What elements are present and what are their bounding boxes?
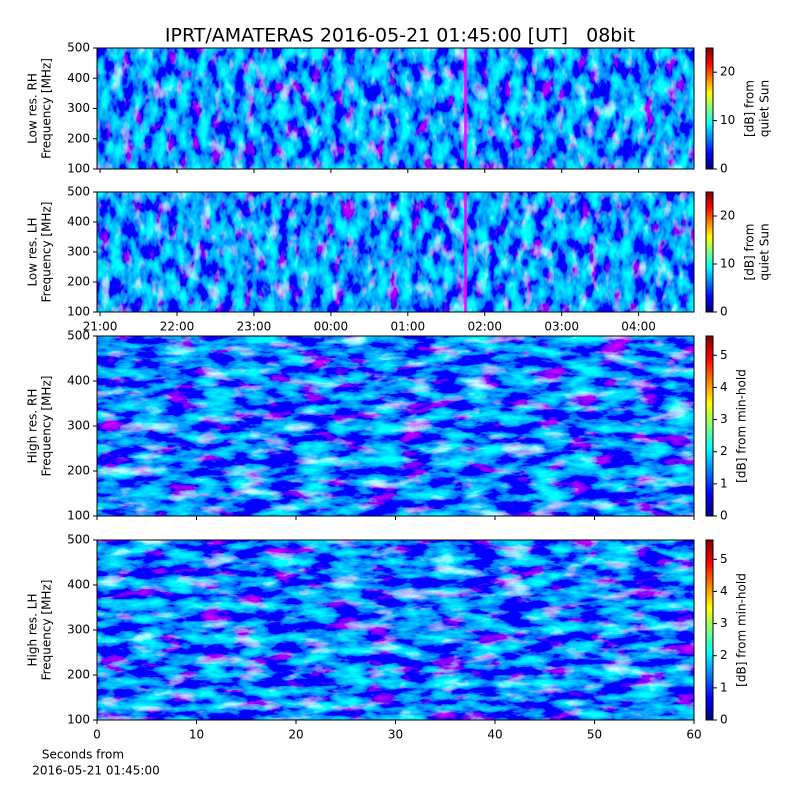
colorbar-tick-label: 0 [720, 713, 728, 727]
x-tick-label: 23:00 [237, 320, 272, 334]
y-tick-label: 500 [67, 533, 90, 547]
y-tick-label: 200 [67, 464, 90, 478]
spectrogram [97, 48, 694, 169]
y-tick-label: 400 [67, 578, 90, 592]
y-tick-label: 300 [67, 101, 90, 115]
x-axis-label: 2016-05-21 01:45:00 [32, 764, 159, 778]
y-tick-label: 400 [67, 71, 90, 85]
x-tick-label: 20 [288, 728, 303, 742]
colorbar-tick-label: 10 [720, 113, 735, 127]
colorbar [705, 191, 714, 313]
colorbar-tick-label: 10 [720, 257, 735, 271]
colorbar-label: [dB] from min-hold [735, 573, 749, 687]
spectrogram [97, 192, 694, 312]
y-tick-label: 200 [67, 131, 90, 145]
colorbar-tick-label: 0 [720, 305, 728, 319]
y-tick-label: 200 [67, 275, 90, 289]
colorbar-label: quiet Sun [758, 223, 772, 280]
x-tick-label: 40 [487, 728, 502, 742]
colorbar-tick-label: 4 [720, 584, 728, 598]
y-tick-label: 100 [67, 305, 90, 319]
x-tick-label: 0 [93, 728, 101, 742]
y-axis-label: Frequency [MHz] [40, 376, 54, 477]
colorbar-label: [dB] from [743, 224, 757, 281]
x-tick-label: 22:00 [160, 320, 195, 334]
y-axis-label: High res. LH [26, 593, 40, 666]
spectrogram [97, 336, 694, 516]
x-tick-label: 50 [587, 728, 602, 742]
x-tick-label: 00:00 [314, 320, 349, 334]
y-axis-label: Frequency [MHz] [40, 202, 54, 303]
colorbar-tick-label: 3 [720, 412, 728, 426]
colorbar-tick-label: 0 [720, 509, 728, 523]
y-tick-label: 300 [67, 245, 90, 259]
colorbar-tick-label: 2 [720, 648, 728, 662]
y-tick-label: 500 [67, 41, 90, 55]
colorbar-tick-label: 1 [720, 680, 728, 694]
y-axis-label: Low res. LH [26, 217, 40, 286]
colorbar-tick-label: 5 [720, 552, 728, 566]
colorbar-tick-label: 20 [720, 209, 735, 223]
x-tick-label: 03:00 [544, 320, 579, 334]
y-axis-label: Frequency [MHz] [40, 580, 54, 681]
colorbar-tick-label: 1 [720, 476, 728, 490]
colorbar-label: [dB] from min-hold [735, 369, 749, 483]
x-tick-label: 60 [686, 728, 701, 742]
colorbar [705, 335, 714, 517]
x-tick-label: 01:00 [391, 320, 426, 334]
y-tick-label: 300 [67, 623, 90, 637]
x-axis-label: Seconds from [42, 748, 124, 762]
y-tick-label: 100 [67, 509, 90, 523]
x-tick-label: 02:00 [467, 320, 502, 334]
y-tick-label: 400 [67, 374, 90, 388]
y-tick-label: 100 [67, 162, 90, 176]
y-axis-label: Frequency [MHz] [40, 58, 54, 159]
colorbar-tick-label: 5 [720, 348, 728, 362]
y-tick-label: 100 [67, 713, 90, 727]
colorbar-tick-label: 4 [720, 380, 728, 394]
colorbar [705, 539, 714, 721]
y-tick-label: 400 [67, 215, 90, 229]
x-tick-label: 30 [388, 728, 403, 742]
title: IPRT/AMATERAS 2016-05-21 01:45:00 [UT] 0… [165, 25, 635, 47]
x-tick-label: 10 [189, 728, 204, 742]
y-axis-label: High res. RH [26, 389, 40, 464]
colorbar-tick-label: 3 [720, 616, 728, 630]
x-tick-label: 21:00 [83, 320, 118, 334]
y-axis-label: Low res. RH [26, 73, 40, 144]
x-tick-label: 04:00 [621, 320, 656, 334]
colorbar-tick-label: 2 [720, 444, 728, 458]
colorbar-label: [dB] from [743, 80, 757, 137]
colorbar [705, 47, 714, 170]
y-tick-label: 500 [67, 185, 90, 199]
colorbar-tick-label: 20 [720, 65, 735, 79]
y-tick-label: 200 [67, 668, 90, 682]
colorbar-label: quiet Sun [758, 80, 772, 137]
spectrogram [97, 540, 694, 720]
colorbar-tick-label: 0 [720, 162, 728, 176]
y-tick-label: 300 [67, 419, 90, 433]
y-tick-label: 500 [67, 329, 90, 343]
